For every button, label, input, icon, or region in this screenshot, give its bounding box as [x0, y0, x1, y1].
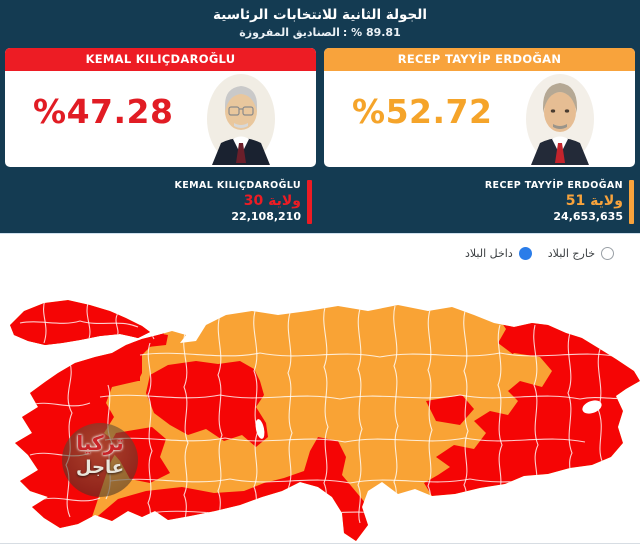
page-bottom-divider — [0, 543, 640, 544]
erdogan-accent-bar — [629, 179, 634, 224]
erdogan-summary-name: RECEP TAYYİP ERDOĞAN — [484, 180, 623, 191]
map-container — [0, 285, 640, 547]
outside-country-label[interactable]: خارج البلاد — [547, 247, 595, 260]
erdogan-vote-count: 24,653,635 — [553, 210, 623, 223]
dark-header-section: الجولة الثانية للانتخابات الرئاسية الصنا… — [0, 0, 640, 234]
erdogan-provinces-won: 51 ولاية — [565, 193, 623, 209]
outside-country-radio[interactable] — [601, 247, 614, 260]
results-summary-bar: KEMAL KILIÇDAROĞLU 30 ولاية 22,108,210 R… — [0, 170, 640, 233]
kilicdaroglu-card-header: KEMAL KILIÇDAROĞLU — [5, 48, 316, 71]
inside-country-radio[interactable] — [518, 247, 532, 260]
erdogan-card: RECEP TAYYİP ERDOĞAN %52.72 — [324, 48, 635, 167]
kilicdaroglu-vote-count: 22,108,210 — [231, 210, 301, 223]
counted-boxes-value: : % 89.81 — [342, 26, 401, 39]
location-filter: داخل البلاد خارج البلاد — [465, 247, 614, 260]
watermark-line1: تركيا — [76, 431, 124, 455]
kilicdaroglu-accent-bar — [307, 179, 312, 224]
counted-boxes-subtitle: الصناديق المفروزة : % 89.81 — [0, 26, 640, 39]
site-watermark: تركيا عاجل — [62, 423, 138, 497]
kilicdaroglu-photo — [207, 74, 275, 165]
inside-country-label[interactable]: داخل البلاد — [464, 247, 513, 260]
lakes — [255, 400, 602, 439]
page-title: الجولة الثانية للانتخابات الرئاسية — [213, 7, 427, 23]
kilicdaroglu-provinces-won: 30 ولاية — [243, 193, 301, 209]
turkey-election-map[interactable] — [0, 285, 640, 547]
page-header: الجولة الثانية للانتخابات الرئاسية الصنا… — [0, 0, 640, 45]
counted-boxes-label: الصناديق المفروزة — [239, 26, 340, 39]
erdogan-photo — [526, 74, 594, 165]
kilicdaroglu-summary-name: KEMAL KILIÇDAROĞLU — [174, 180, 301, 191]
kilicdaroglu-summary: KEMAL KILIÇDAROĞLU 30 ولاية 22,108,210 — [0, 170, 320, 233]
erdogan-card-header: RECEP TAYYİP ERDOĞAN — [324, 48, 635, 71]
kilicdaroglu-card: KEMAL KILIÇDAROĞLU %47.28 — [5, 48, 316, 167]
kilicdaroglu-percent: %47.28 — [33, 92, 174, 131]
watermark-line2: عاجل — [75, 457, 125, 478]
erdogan-summary: RECEP TAYYİP ERDOĞAN 51 ولاية 24,653,635 — [320, 170, 640, 233]
erdogan-percent: %52.72 — [352, 92, 493, 131]
